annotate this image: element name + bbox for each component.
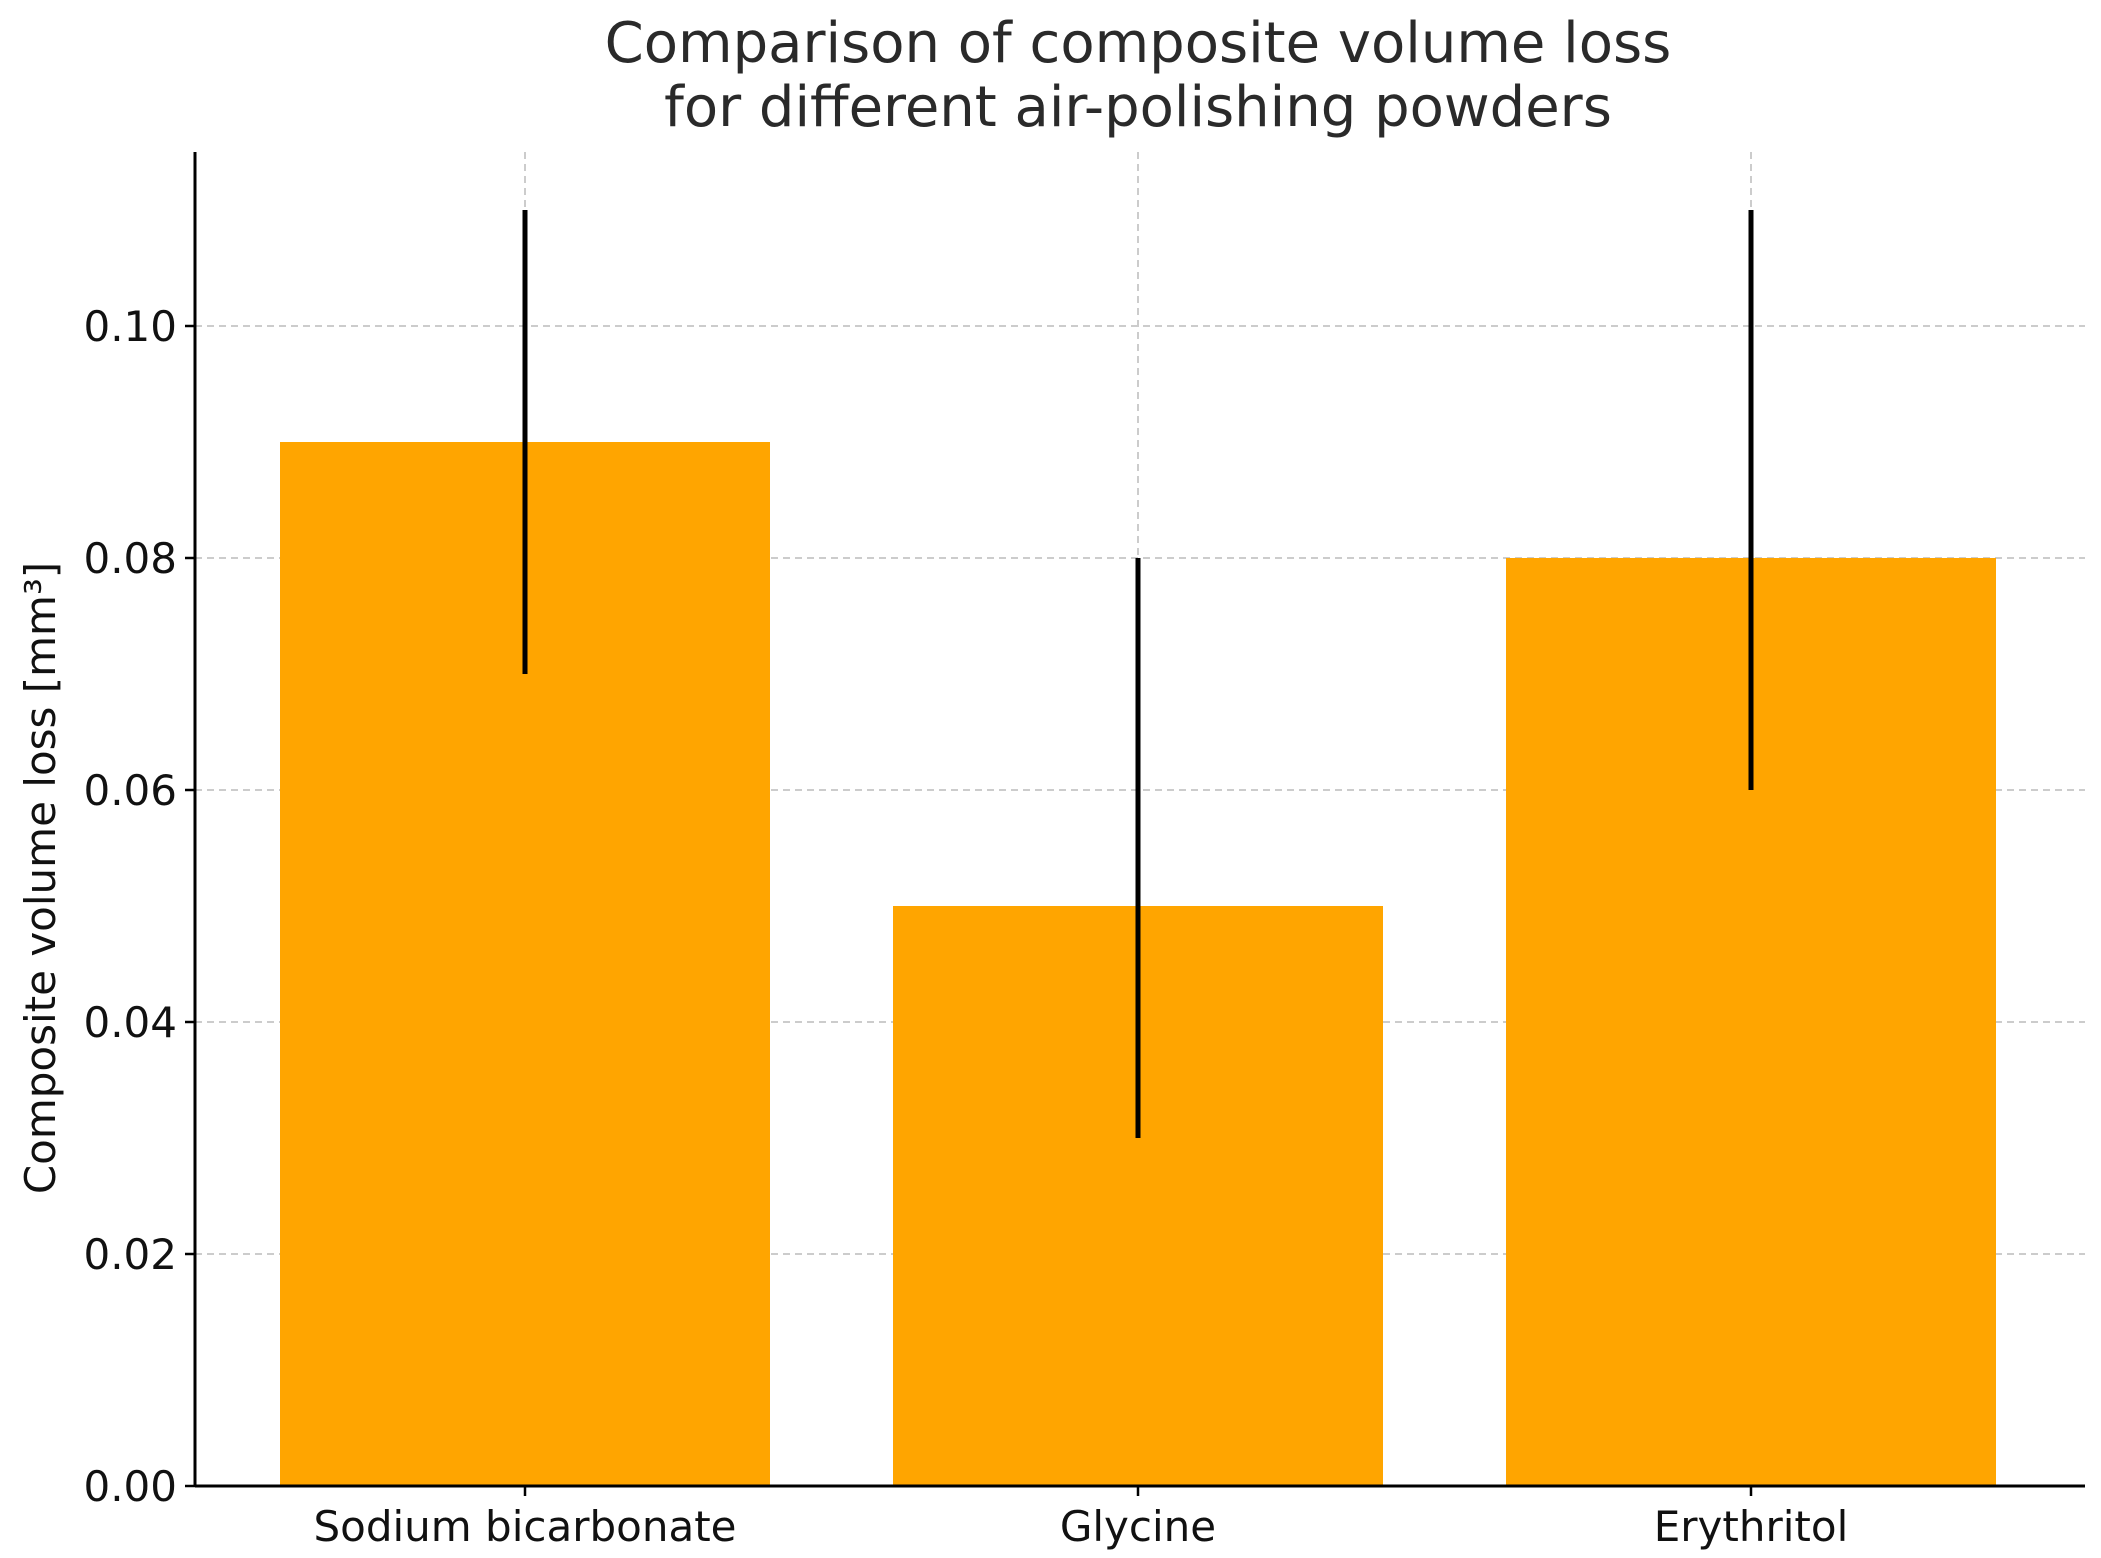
axes: [193, 152, 2085, 1488]
x-tick-label: Sodium bicarbonate: [313, 1502, 736, 1551]
chart-title-line-2: for different air-polishing powders: [664, 75, 1612, 140]
x-tick-label: Erythritol: [1654, 1502, 1849, 1551]
y-tick-label: 0.10: [83, 302, 177, 351]
chart-title-line-1: Comparison of composite volume loss: [605, 11, 1672, 76]
y-tick-label: 0.02: [83, 1230, 177, 1279]
y-tick-label: 0.00: [83, 1462, 177, 1511]
y-tick-label: 0.06: [83, 766, 177, 815]
y-axis-label: Composite volume loss [mm³]: [16, 562, 65, 1194]
error-bars: [522, 210, 1754, 1138]
chart-title: Comparison of composite volume loss for …: [605, 11, 1672, 140]
x-tick-label: Glycine: [1060, 1502, 1216, 1551]
y-axis-ticks: 0.00 0.02 0.04 0.06 0.08 0.10: [83, 302, 195, 1511]
y-tick-label: 0.08: [83, 534, 177, 583]
y-tick-label: 0.04: [83, 998, 177, 1047]
x-axis-ticks: Sodium bicarbonate Glycine Erythritol: [313, 1486, 1848, 1551]
